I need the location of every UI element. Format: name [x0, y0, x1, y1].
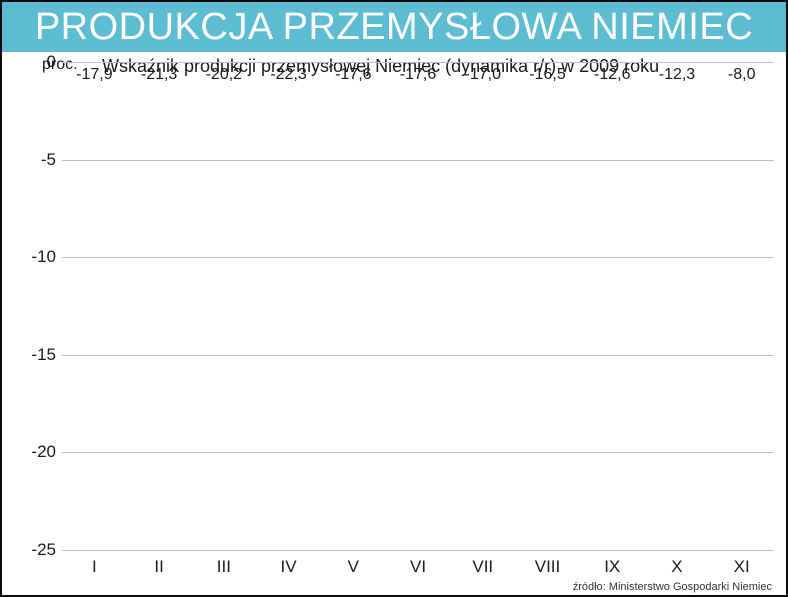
- chart-frame: PRODUKCJA PRZEMYSŁOWA NIEMIEC proc. Wska…: [0, 0, 788, 597]
- x-tick-label: IX: [580, 557, 645, 577]
- gridline: [62, 452, 774, 453]
- y-tick-label: -25: [14, 540, 56, 560]
- source-text: źródło: Ministerstwo Gospodarki Niemiec: [573, 581, 772, 593]
- y-tick-label: -10: [14, 247, 56, 267]
- x-axis: IIIIIIIVVVIVIIVIIIIXXXI: [62, 557, 774, 577]
- bar-value-label: -12,6: [594, 66, 630, 84]
- x-tick-label: II: [127, 557, 192, 577]
- x-tick-label: VI: [386, 557, 451, 577]
- bar-value-label: -22,3: [270, 66, 306, 84]
- bars-container: -17,9 -21,3 -20,2 -22,3 -17,6 -17,6 -17,0 -16,5…: [62, 62, 774, 550]
- y-tick-label: -15: [14, 345, 56, 365]
- bar-value-label: -16,5: [529, 66, 565, 84]
- x-tick-label: I: [62, 557, 127, 577]
- bar-value-label: -17,6: [400, 66, 436, 84]
- gridline: [62, 550, 774, 551]
- gridline: [62, 257, 774, 258]
- bar-value-label: -17,6: [335, 66, 371, 84]
- x-tick-label: XI: [709, 557, 774, 577]
- gridline: [62, 62, 774, 63]
- chart-title: PRODUKCJA PRZEMYSŁOWA NIEMIEC: [35, 6, 753, 49]
- x-tick-label: X: [645, 557, 710, 577]
- bar-value-label: -12,3: [659, 66, 695, 84]
- chart-area: proc. Wskaźnik produkcji przemysłowej Ni…: [2, 52, 786, 595]
- x-tick-label: IV: [256, 557, 321, 577]
- plot-region: -17,9 -21,3 -20,2 -22,3 -17,6 -17,6 -17,0 -16,5…: [62, 62, 774, 550]
- bar-value-label: -17,0: [465, 66, 501, 84]
- gridline: [62, 355, 774, 356]
- y-tick-label: -5: [14, 150, 56, 170]
- y-tick-label: 0: [14, 52, 56, 72]
- x-tick-label: III: [191, 557, 256, 577]
- title-bar: PRODUKCJA PRZEMYSŁOWA NIEMIEC: [2, 2, 786, 52]
- bar-value-label: -20,2: [206, 66, 242, 84]
- bar-value-label: -8,0: [728, 66, 756, 84]
- x-tick-label: V: [321, 557, 386, 577]
- x-tick-label: VII: [450, 557, 515, 577]
- gridline: [62, 160, 774, 161]
- y-tick-label: -20: [14, 442, 56, 462]
- x-tick-label: VIII: [515, 557, 580, 577]
- bar-value-label: -17,9: [76, 66, 112, 84]
- bar-value-label: -21,3: [141, 66, 177, 84]
